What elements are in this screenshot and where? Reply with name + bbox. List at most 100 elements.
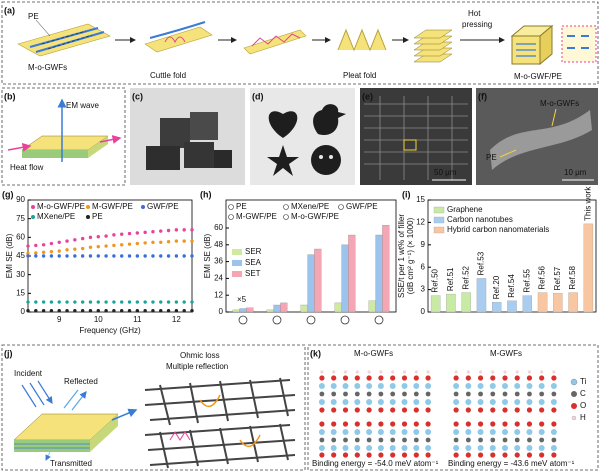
bar (314, 248, 322, 313)
atom (538, 383, 545, 389)
fibers-label: M-o-GWFs (28, 63, 67, 72)
atom (514, 421, 520, 427)
atom (477, 452, 484, 458)
data-point (80, 300, 85, 304)
legend-label: Carbon nanotubes (447, 215, 513, 224)
atom (343, 391, 348, 397)
data-point (73, 309, 77, 313)
hole (329, 155, 333, 159)
panel-label: (a) (4, 5, 15, 15)
data-point (127, 309, 132, 313)
atom (389, 399, 396, 405)
bar-label: This work (583, 186, 592, 221)
layer (22, 150, 88, 158)
legend-label: M-o-GWF/PE (291, 212, 339, 221)
data-point (104, 234, 108, 238)
atom (390, 421, 396, 427)
atom (366, 445, 373, 451)
data-point (73, 254, 77, 258)
data-point (159, 229, 163, 233)
atom (319, 391, 325, 397)
legend-icon (228, 214, 234, 220)
data-point (34, 300, 38, 304)
data-point (73, 238, 77, 242)
atom (354, 375, 360, 381)
atom (377, 383, 384, 389)
atom (401, 452, 408, 458)
zigzag (251, 33, 301, 47)
atom (379, 370, 383, 374)
atom (425, 375, 431, 381)
atom (413, 437, 419, 443)
data-point (190, 309, 194, 313)
panel-label: (h) (200, 189, 212, 199)
data-point (104, 300, 108, 304)
data-point (96, 300, 100, 304)
data-point (112, 233, 116, 237)
legend-label: H (580, 413, 586, 422)
atom (425, 429, 432, 435)
bar (430, 295, 441, 313)
data-point (26, 254, 30, 258)
y-tick-label: 12 (416, 218, 425, 227)
legend-label: O (580, 401, 586, 410)
scale-label: 50 μm (434, 168, 457, 177)
atom (390, 391, 396, 397)
atom (538, 399, 545, 405)
product-label: M-o-GWF/PE (514, 72, 562, 81)
atom (514, 429, 521, 435)
data-point (182, 239, 186, 243)
atom (526, 429, 533, 435)
data-point (41, 300, 46, 304)
atom (453, 452, 459, 458)
x-tick-label: 12 (172, 315, 181, 324)
y-tick-label: 15 (416, 195, 425, 204)
y-axis-label: EMI SE (dB) (203, 233, 212, 278)
legend-label: PE (92, 212, 103, 221)
incident-label: Incident (14, 369, 43, 378)
atom (490, 421, 496, 427)
mesh (144, 377, 296, 469)
atom (465, 399, 472, 405)
atom (477, 429, 484, 435)
panel-d: (d) (250, 88, 355, 185)
bar (583, 223, 594, 313)
atom (331, 452, 337, 458)
data-point (26, 244, 30, 248)
atom (489, 383, 496, 389)
legend-label: GWF/PE (147, 202, 179, 211)
legend-atom (571, 391, 577, 397)
atom (426, 370, 430, 374)
bar (246, 307, 254, 313)
atom (342, 421, 349, 427)
atom (377, 429, 384, 435)
atom (539, 391, 545, 397)
atom (354, 445, 361, 451)
legend-label: C (580, 389, 586, 398)
y-tick-label: 45 (16, 251, 25, 260)
atom (502, 407, 508, 413)
data-point (112, 309, 116, 313)
atom (343, 437, 348, 443)
atom (502, 421, 508, 427)
data-point (49, 254, 54, 258)
data-point (182, 300, 186, 304)
atom (401, 421, 408, 427)
data-point (143, 230, 147, 235)
y-tick-label: 0 (21, 307, 26, 316)
data-point (135, 231, 140, 235)
bar (537, 292, 548, 313)
data-point (49, 249, 54, 254)
atom (526, 383, 533, 389)
atom (354, 399, 361, 405)
data-point (112, 254, 116, 258)
bar (375, 234, 383, 313)
legend-atom (570, 378, 578, 386)
atom (390, 375, 396, 381)
legend-label: GWF/PE (346, 202, 378, 211)
atom (425, 452, 431, 458)
y-tick-label: 60 (214, 223, 223, 232)
data-point (135, 300, 140, 304)
atom (425, 421, 431, 427)
y-tick-label: 3 (421, 285, 426, 294)
